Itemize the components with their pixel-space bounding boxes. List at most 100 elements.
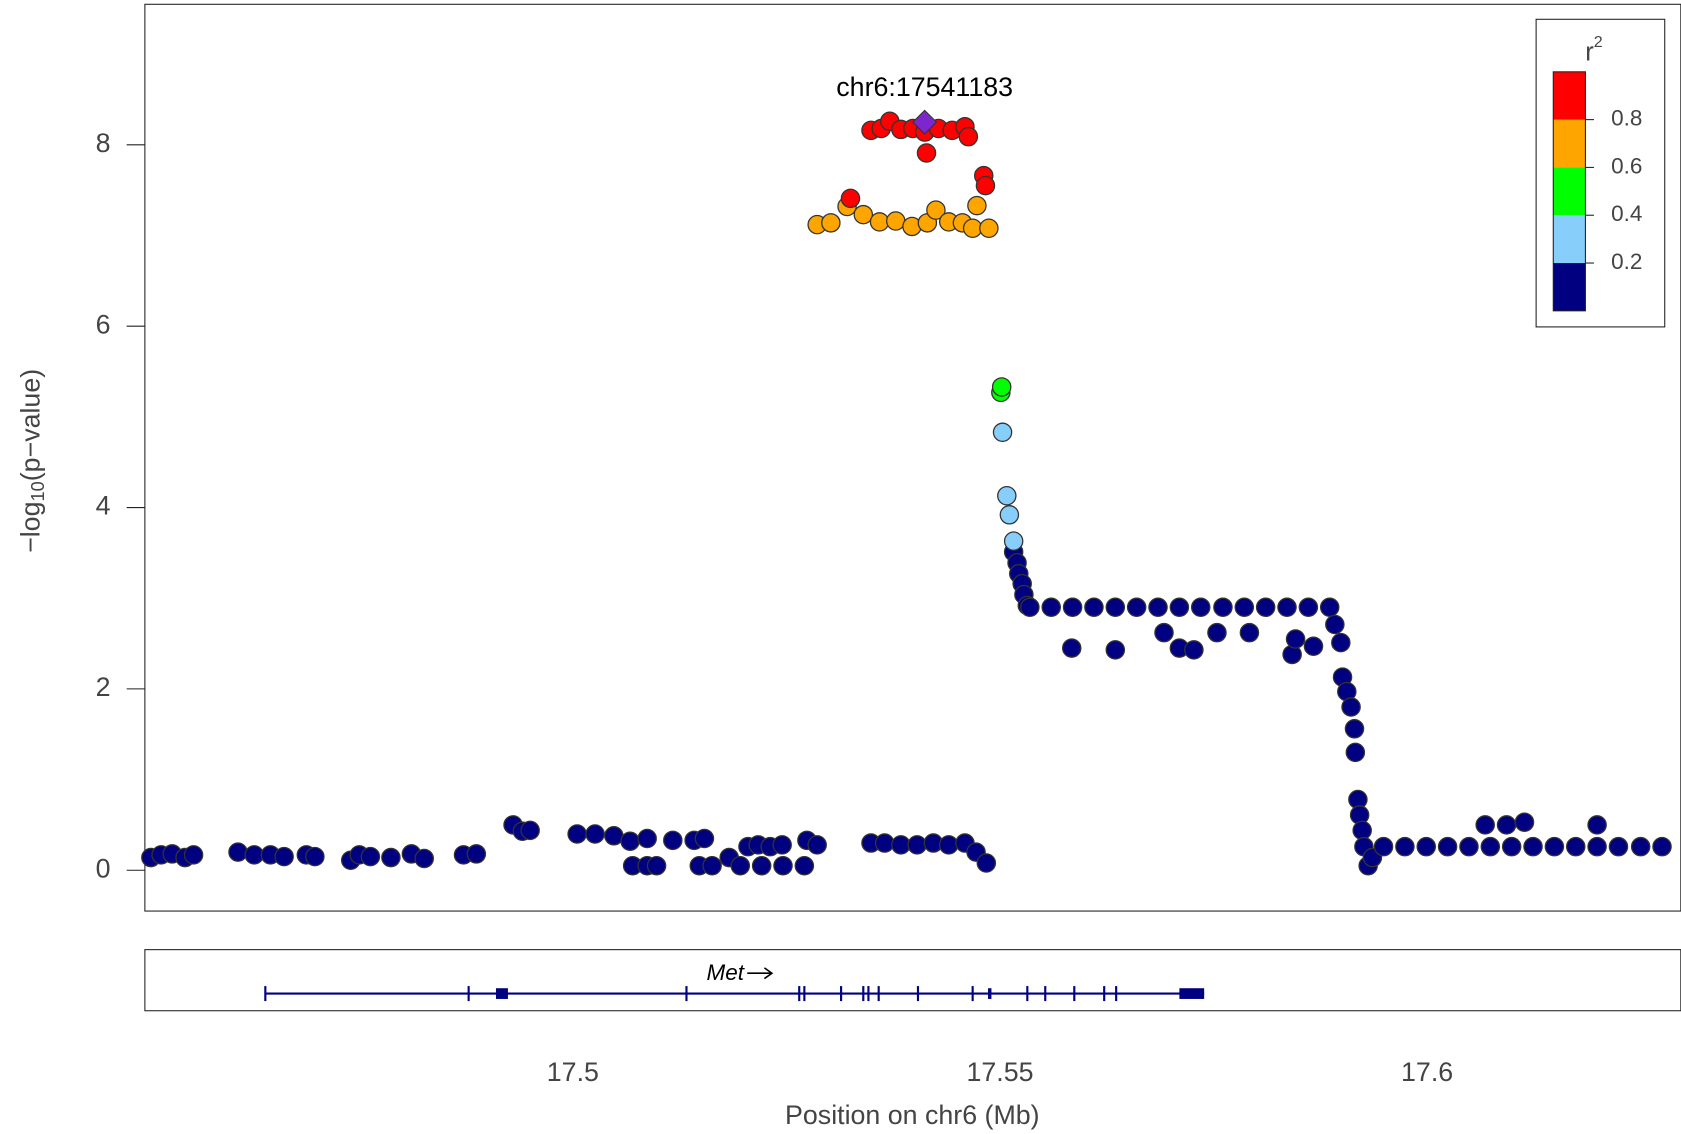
exon [877, 986, 880, 1002]
exon [1073, 986, 1076, 1002]
exon [1044, 986, 1047, 1002]
exon [867, 986, 870, 1002]
point [853, 204, 874, 225]
point [751, 855, 772, 876]
x-axis-label: Position on chr6 (Mb) [785, 1100, 1040, 1130]
exon [1103, 986, 1106, 1002]
point [381, 847, 401, 868]
point [1341, 697, 1361, 717]
legend-swatch [1553, 167, 1586, 216]
point [1084, 597, 1104, 618]
lead-point [912, 109, 938, 135]
point [979, 218, 999, 239]
exon [1026, 986, 1029, 1002]
legend-tick-label: 0.4 [1611, 201, 1642, 226]
point [1608, 836, 1629, 857]
point [1352, 820, 1372, 841]
y-tick-label: 2 [96, 672, 111, 702]
point [1169, 597, 1190, 618]
legend-tick-label: 0.8 [1611, 106, 1642, 131]
exon [988, 988, 992, 999]
point [1565, 836, 1586, 857]
point [958, 126, 979, 147]
point [702, 855, 722, 876]
y-label-suffix: (p−value) [15, 369, 45, 481]
point [1126, 597, 1147, 618]
point [869, 212, 890, 232]
point [1395, 836, 1415, 857]
point [1041, 597, 1061, 618]
exon [798, 986, 801, 1002]
exon [264, 986, 267, 1002]
y-label-subscript: 10 [28, 481, 48, 501]
point [1303, 636, 1324, 657]
point [1437, 836, 1458, 857]
point [1459, 836, 1479, 857]
exon [971, 986, 974, 1002]
y-label-prefix: −log [15, 502, 45, 553]
point [773, 855, 793, 876]
point [1003, 531, 1024, 551]
exon [685, 986, 688, 1002]
point [1285, 629, 1306, 649]
point [976, 853, 997, 873]
legend-tick-label: 0.6 [1611, 153, 1642, 178]
point [962, 218, 983, 239]
point [916, 143, 937, 163]
point [807, 835, 827, 855]
point [1062, 597, 1083, 618]
point [620, 831, 640, 851]
point [414, 848, 434, 869]
exon [1115, 986, 1118, 1002]
point [1373, 836, 1394, 857]
exon [495, 988, 508, 999]
point [997, 486, 1017, 506]
point [1652, 836, 1672, 857]
point [886, 211, 906, 231]
legend-swatch [1553, 71, 1586, 120]
legend-title-r: r [1585, 38, 1594, 66]
point [305, 846, 325, 867]
point [637, 828, 657, 849]
plot-frame [144, 3, 1681, 912]
point [730, 855, 751, 876]
point [1154, 622, 1174, 643]
point [1416, 836, 1437, 857]
point [1148, 597, 1168, 618]
point [926, 200, 946, 220]
point [1496, 815, 1517, 835]
exon [1179, 988, 1205, 999]
point [274, 846, 294, 867]
point [1239, 622, 1260, 643]
point [1105, 597, 1126, 618]
exon [916, 986, 920, 1002]
y-tick-label: 0 [96, 853, 111, 883]
gene-frame [144, 949, 1681, 1012]
point [1061, 638, 1082, 658]
lead-label: chr6:17541183 [836, 72, 1013, 102]
point [992, 422, 1013, 443]
point [821, 213, 841, 233]
exon [862, 986, 865, 1002]
point [1514, 812, 1535, 832]
point [1020, 597, 1040, 618]
point [567, 824, 587, 844]
y-axis-label: −log10(p−value) [15, 369, 47, 553]
point [938, 835, 959, 855]
exon [467, 986, 470, 1002]
legend-swatch [1553, 215, 1586, 264]
exon [840, 986, 843, 1002]
point [244, 845, 264, 865]
y-tick-label: 8 [96, 128, 111, 158]
point [1587, 815, 1607, 835]
legend-swatch [1553, 119, 1586, 168]
point [1207, 622, 1227, 643]
gene-arrow [747, 967, 774, 980]
point [874, 833, 895, 853]
point [360, 846, 381, 867]
legend-swatch [1553, 263, 1586, 311]
point [466, 844, 487, 864]
legend-title: r2 [1585, 33, 1603, 66]
point [1523, 836, 1543, 857]
